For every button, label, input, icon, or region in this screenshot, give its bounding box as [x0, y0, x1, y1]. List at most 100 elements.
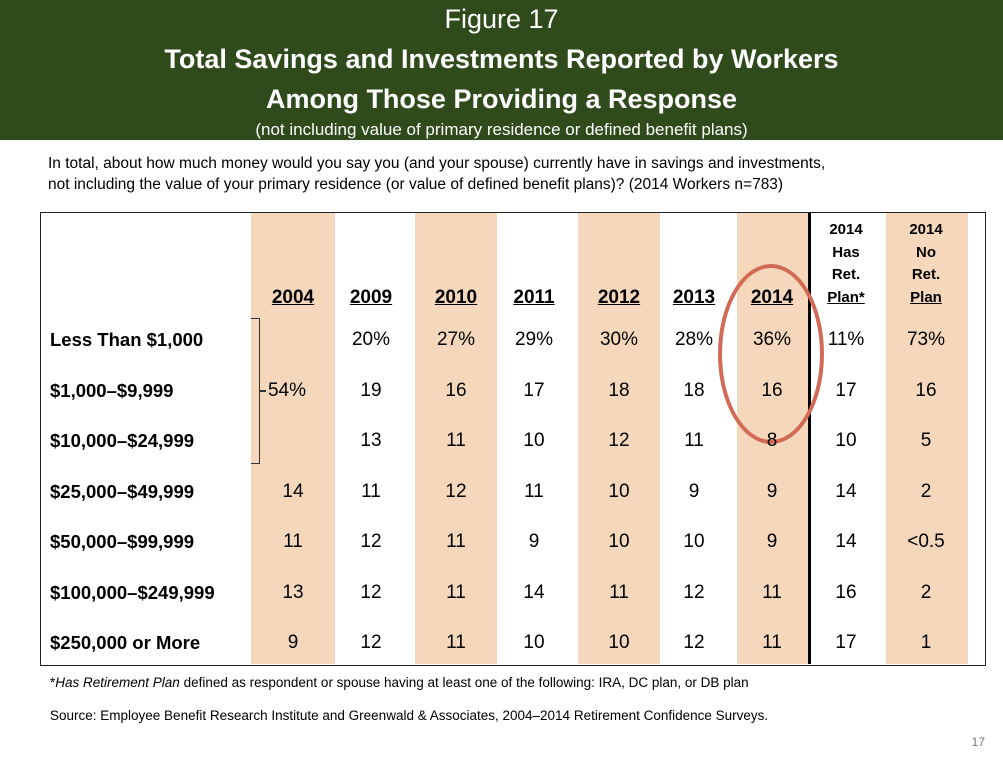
table-cell: 73%	[906, 329, 946, 350]
table-cell: 10	[608, 481, 630, 502]
table-cell: 17	[835, 380, 857, 401]
table-cell: 10	[608, 632, 630, 653]
column-header-line: Ret.	[831, 266, 861, 283]
row-label: $100,000–$249,999	[50, 582, 215, 603]
column-header-2014-has-plan: 2014 Has Ret. Plan*	[811, 219, 881, 309]
table-cell: 12	[445, 481, 467, 502]
table-cell: 29%	[514, 329, 554, 350]
table-cell: 9	[528, 531, 540, 552]
table-cell: 11	[361, 481, 381, 502]
column-header-label: 2009	[349, 287, 393, 308]
column-header-label: 2014	[750, 287, 794, 308]
column-header-label: 2012	[597, 287, 641, 308]
table-cell: 17	[835, 632, 857, 653]
title-banner: Figure 17 Total Savings and Investments …	[0, 0, 1003, 140]
table-cell: 13	[282, 582, 304, 603]
table-cell: 10	[835, 430, 857, 451]
table-cell: 14	[282, 481, 304, 502]
column-header-2009: 2009	[331, 285, 411, 311]
table-cell: 13	[360, 430, 382, 451]
row-label: $250,000 or More	[50, 632, 201, 653]
column-header-line: 2014	[829, 221, 863, 238]
source-note: Source: Employee Benefit Research Instit…	[50, 708, 769, 723]
column-header-label: 2011	[513, 287, 555, 308]
table-cell: 9	[688, 481, 700, 502]
column-header-line: 2014	[909, 221, 943, 238]
column-header-2004: 2004	[253, 285, 333, 311]
footnote-star: *	[50, 675, 56, 690]
figure-label: Figure 17	[444, 4, 559, 34]
table-cell: 12	[360, 582, 382, 603]
table-cell: 10	[683, 531, 705, 552]
column-band-2012	[578, 213, 660, 664]
table-cell: 16	[445, 380, 467, 401]
survey-question: In total, about how much money would you…	[48, 153, 968, 195]
table-cell: 12	[608, 430, 630, 451]
table-cell: 11	[446, 632, 466, 653]
row-label: $50,000–$99,999	[50, 531, 195, 552]
table-cell: 12	[683, 632, 705, 653]
table-cell: <0.5	[907, 531, 945, 552]
table-cell: 11	[762, 632, 782, 653]
column-header-label: 2004	[271, 287, 315, 308]
table-cell: 1	[920, 632, 932, 653]
table-cell: 9	[287, 632, 299, 653]
table-cell: 18	[683, 380, 705, 401]
bracket-2004-tick	[259, 390, 266, 392]
row-label: $10,000–$24,999	[50, 430, 195, 451]
table-cell: 11%	[827, 329, 865, 350]
highlight-circle-2014	[718, 264, 824, 444]
table-cell: 14	[835, 481, 857, 502]
table-cell: 11	[609, 582, 629, 603]
table-cell: 12	[360, 632, 382, 653]
table-cell: 11	[762, 582, 782, 603]
table-cell: 11	[684, 430, 704, 451]
table-cell: 14	[523, 582, 545, 603]
table-cell: 16	[915, 380, 937, 401]
table-cell: 10	[523, 430, 545, 451]
table-cell: 2	[920, 582, 932, 603]
survey-question-line1: In total, about how much money would you…	[48, 155, 826, 172]
table-cell: 10	[523, 632, 545, 653]
row-label: $1,000–$9,999	[50, 380, 174, 401]
table-cell: 54%	[267, 380, 307, 401]
table-cell: 11	[283, 531, 303, 552]
column-header-2013: 2013	[654, 285, 734, 311]
table-cell: 11	[446, 531, 466, 552]
column-header-2012: 2012	[579, 285, 659, 311]
page-number: 17	[971, 735, 985, 749]
column-header-line: Ret.	[911, 266, 941, 283]
survey-question-line2: not including the value of your primary …	[48, 176, 784, 193]
table-cell: 11	[524, 481, 544, 502]
column-header-2014: 2014	[732, 285, 812, 311]
table-cell: 9	[766, 531, 778, 552]
column-header-2011: 2011	[494, 285, 574, 311]
table-cell: 20%	[351, 329, 391, 350]
column-divider	[808, 213, 811, 664]
table-cell: 16	[835, 582, 857, 603]
table-cell: 11	[446, 582, 466, 603]
column-header-line: Has	[832, 243, 860, 261]
table-cell: 17	[523, 380, 545, 401]
table-cell: 14	[835, 531, 857, 552]
table-cell: 12	[683, 582, 705, 603]
table-cell: 12	[360, 531, 382, 552]
table-cell: 16	[761, 380, 783, 401]
table-cell: 36%	[752, 329, 792, 350]
table-cell: 28%	[674, 329, 714, 350]
column-band-2004	[251, 213, 335, 664]
column-header-line: Plan	[910, 288, 942, 306]
footnote: *Has Retirement Plan defined as responde…	[50, 674, 749, 692]
chart-title-line2: Among Those Providing a Response	[265, 84, 738, 114]
column-header-2010: 2010	[416, 285, 496, 311]
row-label: $25,000–$49,999	[50, 481, 195, 502]
table-cell: 18	[608, 380, 630, 401]
table-cell: 11	[446, 430, 466, 451]
table-cell: 30%	[599, 329, 639, 350]
column-header-line: No	[916, 243, 936, 261]
footnote-italic: Has Retirement Plan	[55, 675, 180, 690]
table-cell: 19	[360, 380, 382, 401]
table-cell: 8	[766, 430, 778, 451]
table-cell: 10	[608, 531, 630, 552]
chart-title-line1: Total Savings and Investments Reported b…	[164, 44, 839, 74]
